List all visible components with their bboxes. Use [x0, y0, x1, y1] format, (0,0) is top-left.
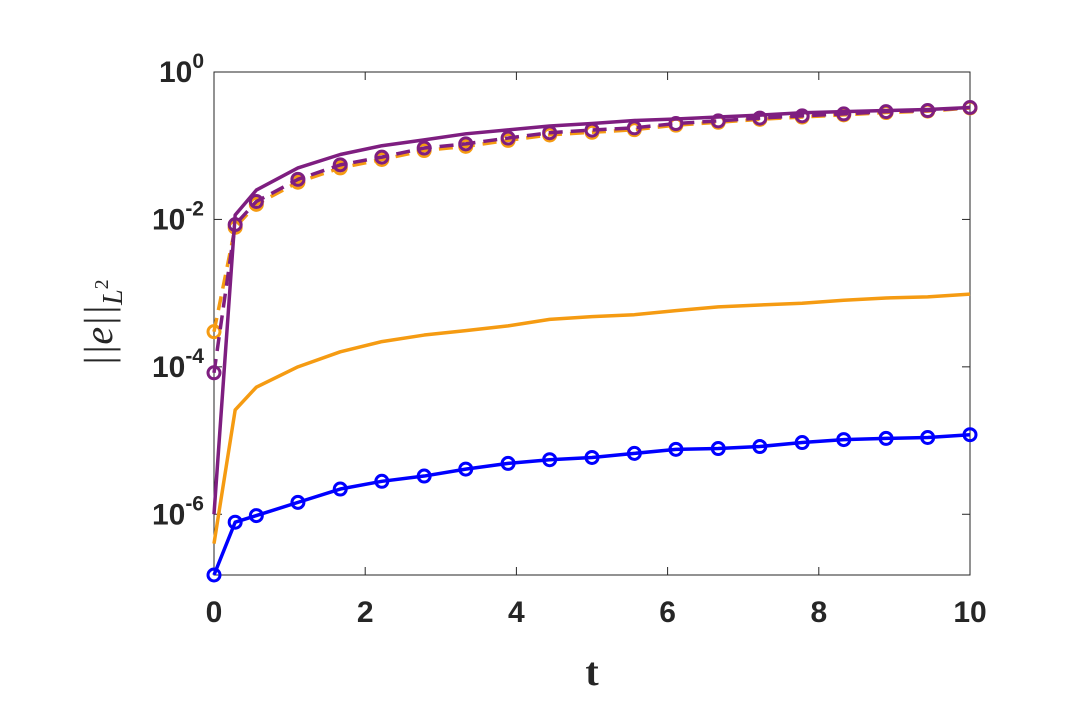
data-point: [710, 113, 726, 129]
data-point: [248, 508, 264, 524]
data-point: [374, 149, 390, 165]
x-axis-label: t: [585, 649, 599, 694]
data-point: [416, 468, 432, 484]
y-tick-label: 10-6: [152, 492, 204, 531]
y-tick-label: 10-4: [152, 345, 204, 384]
data-point: [836, 106, 852, 122]
y-axis-label-sub: L: [98, 289, 129, 306]
data-point: [794, 435, 810, 451]
data-point: [752, 439, 768, 455]
data-point: [332, 481, 348, 497]
data-point: [500, 455, 516, 471]
y-axis-label-main: ||e||: [76, 305, 121, 367]
data-point: [248, 194, 264, 210]
x-tick-label: 2: [357, 596, 374, 629]
data-point: [920, 430, 936, 446]
data-point: [584, 449, 600, 465]
data-point: [836, 432, 852, 448]
data-point: [458, 461, 474, 477]
x-tick-label: 0: [206, 596, 223, 629]
data-point: [374, 473, 390, 489]
data-point: [290, 171, 306, 187]
y-tick-label: 100: [159, 50, 204, 89]
data-point: [962, 427, 978, 443]
x-tick-label: 10: [953, 596, 986, 629]
y-axis-label: ||e||L2: [76, 279, 129, 366]
x-tick-label: 4: [508, 596, 525, 629]
data-point: [878, 430, 894, 446]
data-point: [206, 567, 222, 583]
data-point: [332, 157, 348, 173]
x-tick-label: 8: [810, 596, 827, 629]
data-point: [626, 445, 642, 461]
y-axis-label-sup: 2: [91, 279, 113, 289]
data-point: [668, 441, 684, 457]
data-point: [752, 110, 768, 126]
data-point: [542, 452, 558, 468]
data-point: [710, 441, 726, 457]
x-tick-label: 6: [659, 596, 676, 629]
data-point: [458, 136, 474, 152]
series-line: [212, 292, 971, 544]
y-tick-label: 10-2: [152, 197, 204, 236]
data-point: [206, 324, 222, 340]
data-point: [416, 140, 432, 156]
data-point: [206, 365, 222, 381]
data-point: [500, 130, 516, 146]
data-point: [794, 108, 810, 124]
series-line: [212, 105, 971, 515]
data-point: [290, 494, 306, 510]
data-point: [227, 514, 243, 530]
